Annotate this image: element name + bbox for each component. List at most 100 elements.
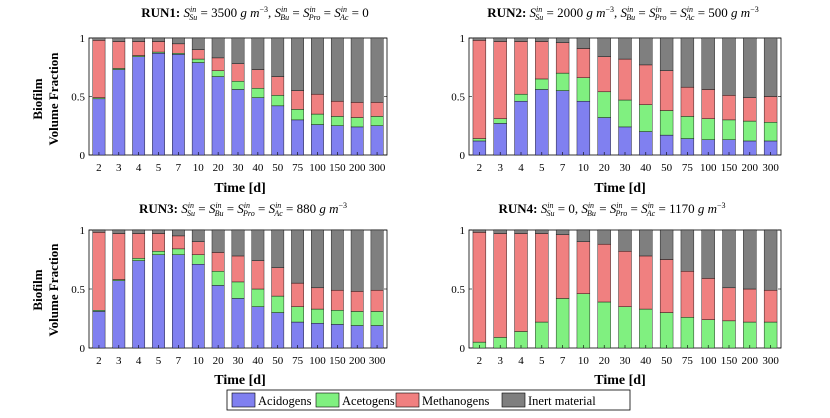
- bar-acidogens-5: [152, 53, 165, 156]
- bar-acetogens-20: [597, 91, 611, 118]
- x-tick-label: 7: [560, 162, 566, 174]
- x-tick-label: 4: [136, 355, 142, 367]
- bar-inert-material-3: [112, 229, 126, 234]
- bar-inert-material-10: [576, 37, 591, 49]
- bar-acetogens-50: [659, 110, 674, 136]
- bar-methanogens-7: [172, 43, 185, 54]
- bar-methanogens-2: [92, 40, 106, 98]
- bar-acetogens-150: [330, 116, 344, 126]
- x-tick-label: 2: [477, 355, 483, 367]
- bar-acidogens-3: [493, 123, 507, 156]
- legend-swatch-methanogens: [395, 392, 420, 408]
- bar-inert-material-20: [211, 229, 225, 253]
- x-tick-label: 75: [292, 355, 304, 367]
- bar-inert-material-200: [350, 37, 364, 103]
- bar-methanogens-200: [350, 102, 364, 118]
- bar-acetogens-7: [172, 248, 185, 255]
- bar-inert-material-50: [659, 37, 674, 71]
- x-tick-label: 10: [578, 355, 590, 367]
- bar-acetogens-50: [659, 312, 674, 349]
- bar-acetogens-75: [680, 317, 695, 349]
- bar-acetogens-10: [576, 293, 591, 349]
- bar-methanogens-30: [231, 63, 245, 82]
- bar-methanogens-200: [350, 291, 364, 312]
- bar-acidogens-100: [311, 323, 324, 349]
- x-tick-label: 200: [742, 162, 759, 174]
- bar-methanogens-75: [680, 86, 695, 117]
- bar-acetogens-300: [763, 321, 778, 349]
- bar-acidogens-300: [370, 325, 384, 349]
- x-tick-label: 7: [560, 355, 566, 367]
- bar-inert-material-5: [152, 37, 165, 42]
- bar-acidogens-2: [92, 311, 106, 349]
- bar-methanogens-3: [493, 41, 507, 119]
- bar-acidogens-75: [291, 119, 304, 156]
- bar-methanogens-30: [231, 255, 245, 283]
- x-tick-label: 40: [252, 355, 264, 367]
- bar-acetogens-30: [231, 81, 245, 90]
- bar-methanogens-40: [639, 64, 653, 105]
- x-tick-label: 50: [661, 355, 673, 367]
- bar-methanogens-75: [291, 90, 304, 110]
- x-axis-label: Time [d]: [594, 373, 645, 388]
- bar-inert-material-30: [231, 37, 245, 64]
- bar-inert-material-30: [618, 37, 632, 60]
- bar-acetogens-20: [597, 301, 611, 349]
- bar-methanogens-40: [251, 260, 265, 290]
- bar-acetogens-75: [291, 306, 304, 323]
- x-tick-label: 30: [620, 355, 632, 367]
- bar-inert-material-40: [639, 229, 653, 257]
- bar-acetogens-4: [514, 93, 528, 102]
- legend-label-inert-material: Inert material: [528, 394, 596, 408]
- bar-inert-material-100: [701, 37, 715, 90]
- panel-run4: RUN4: Sin Su = 0, Sin Bu = Sin Pro = Sin Ac …: [498, 201, 725, 388]
- bar-inert-material-75: [291, 229, 304, 284]
- x-tick-label: 150: [721, 355, 738, 367]
- x-tick-label: 40: [252, 162, 264, 174]
- bar-inert-material-30: [231, 229, 245, 257]
- bar-acetogens-5: [535, 78, 549, 90]
- x-tick-label: 20: [213, 162, 225, 174]
- x-tick-label: 3: [116, 162, 122, 174]
- x-tick-label: 50: [272, 355, 284, 367]
- x-tick-label: 7: [176, 355, 182, 367]
- x-tick-label: 4: [518, 355, 524, 367]
- bar-acidogens-150: [330, 324, 344, 349]
- y-tick-label: 0.5: [451, 284, 465, 296]
- y-tick-label: 1: [460, 33, 466, 45]
- bar-acetogens-200: [743, 321, 757, 349]
- bar-acetogens-100: [701, 118, 715, 140]
- bar-methanogens-4: [514, 41, 528, 95]
- bar-methanogens-100: [701, 89, 715, 119]
- bar-inert-material-20: [211, 37, 225, 59]
- bar-methanogens-150: [722, 287, 736, 322]
- bar-acidogens-75: [291, 321, 304, 349]
- bar-inert-material-3: [493, 229, 507, 234]
- bar-inert-material-2: [92, 37, 106, 41]
- legend-swatch-inert-material: [501, 392, 526, 408]
- bar-acetogens-30: [618, 306, 632, 349]
- panel-title: RUN4: Sin Su = 0, Sin Bu = Sin Pro = Sin Ac …: [498, 201, 725, 218]
- bar-acidogens-50: [271, 312, 285, 349]
- bar-inert-material-7: [555, 229, 570, 235]
- bar-acetogens-20: [211, 70, 225, 77]
- y-tick-label: 1: [460, 225, 466, 237]
- bar-methanogens-4: [132, 233, 146, 259]
- bar-methanogens-20: [597, 243, 611, 303]
- x-tick-label: 3: [116, 355, 122, 367]
- x-tick-label: 2: [96, 162, 102, 174]
- x-tick-label: 200: [349, 355, 366, 367]
- bar-inert-material-100: [701, 229, 715, 279]
- x-tick-label: 300: [762, 162, 779, 174]
- bar-inert-material-150: [330, 229, 344, 291]
- bar-acetogens-300: [370, 311, 384, 326]
- bar-acidogens-200: [350, 126, 364, 156]
- bar-acetogens-7: [555, 298, 570, 349]
- bar-inert-material-40: [251, 229, 265, 261]
- bar-methanogens-4: [514, 233, 528, 332]
- bar-methanogens-300: [763, 289, 778, 323]
- bar-methanogens-3: [112, 233, 126, 280]
- x-tick-label: 75: [292, 162, 304, 174]
- bar-acetogens-10: [576, 77, 591, 102]
- bar-acidogens-2: [92, 98, 106, 156]
